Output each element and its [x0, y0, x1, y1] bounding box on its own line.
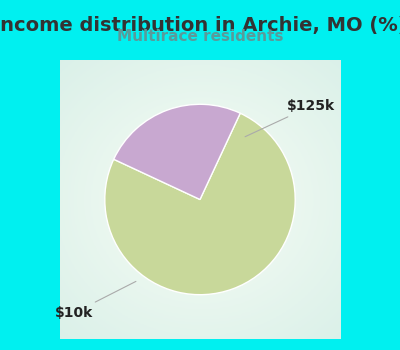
Text: Multirace residents: Multirace residents: [117, 29, 283, 44]
Wedge shape: [114, 104, 240, 200]
Text: Income distribution in Archie, MO (%): Income distribution in Archie, MO (%): [0, 16, 400, 35]
Wedge shape: [105, 113, 295, 295]
Text: $10k: $10k: [54, 281, 136, 320]
Text: $125k: $125k: [245, 99, 336, 137]
